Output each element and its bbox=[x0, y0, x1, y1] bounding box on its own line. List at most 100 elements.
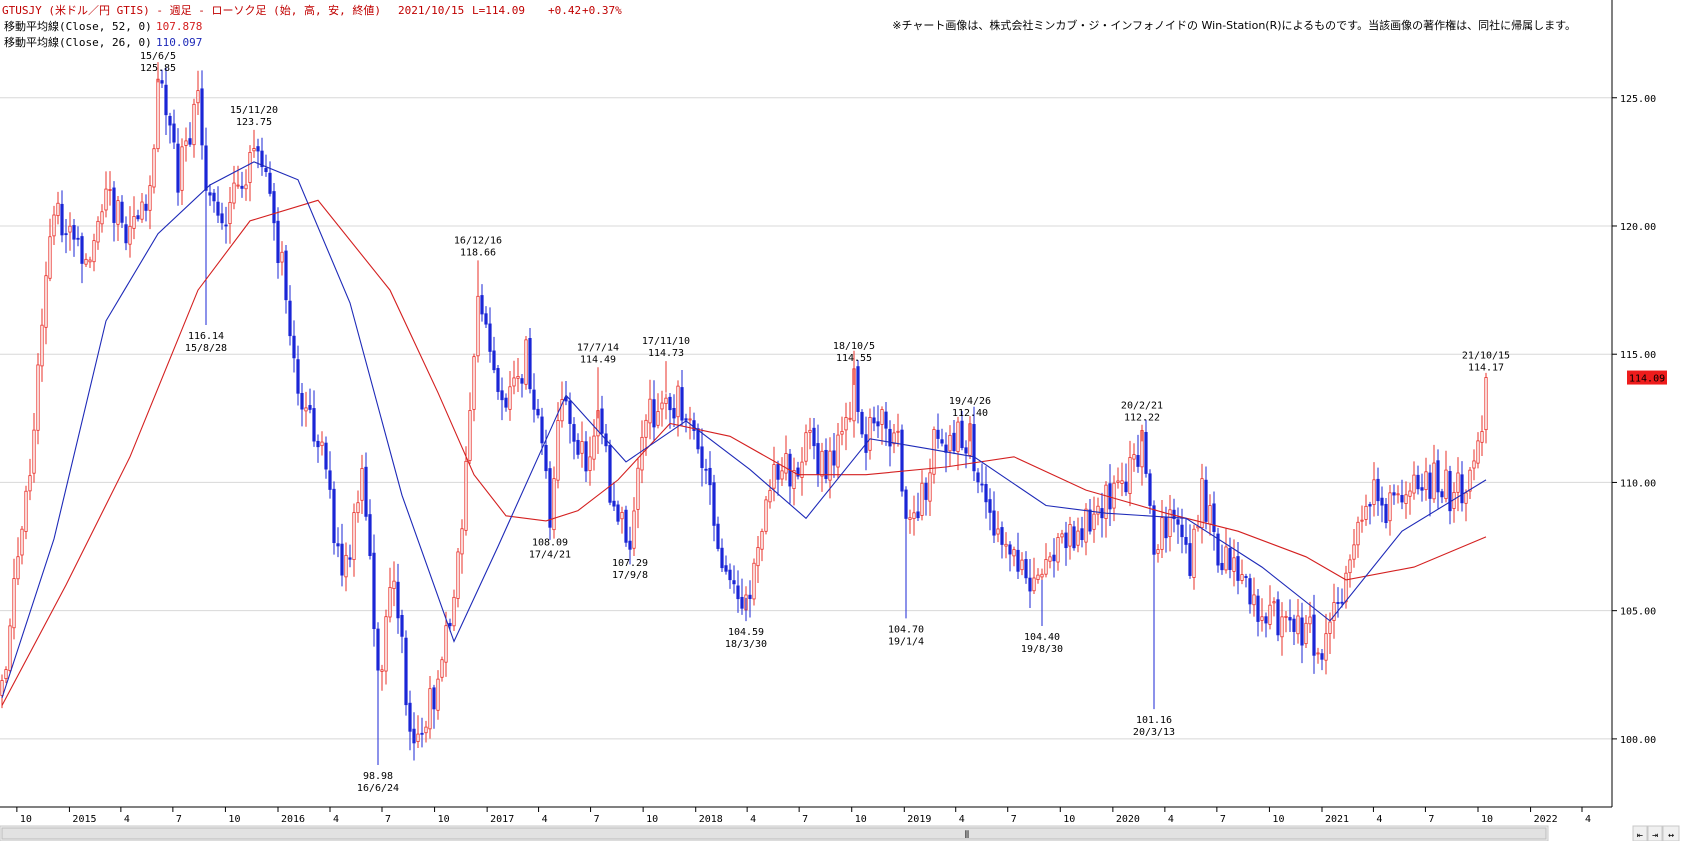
candle-body bbox=[12, 578, 16, 629]
candle-body bbox=[352, 512, 356, 560]
candle-body bbox=[356, 502, 360, 514]
candle-body bbox=[580, 441, 584, 454]
candle-body bbox=[776, 464, 780, 480]
header-last-price: L=114.09 bbox=[472, 4, 525, 17]
candle-body bbox=[1168, 509, 1172, 538]
x-tick-label: 4 bbox=[333, 814, 339, 825]
candle-body bbox=[460, 528, 464, 555]
candle-body bbox=[924, 482, 928, 500]
candle-body bbox=[1008, 544, 1012, 555]
candle-body bbox=[468, 410, 472, 461]
x-tick-label: 7 bbox=[176, 814, 182, 825]
scrollbar-grip[interactable]: ⦀ bbox=[965, 830, 969, 841]
candle-body bbox=[1448, 471, 1452, 512]
candle-body bbox=[200, 88, 204, 146]
nav-left-button[interactable] bbox=[1632, 825, 1648, 841]
candle-body bbox=[836, 434, 840, 468]
x-tick-label: 2020 bbox=[1116, 814, 1140, 825]
x-axis-ticks: 10 2015 4 7 10 2016 4 7 10 2017 4 7 10 2018 4 7 10 2019 4 7… bbox=[16, 807, 1591, 825]
candle-body bbox=[648, 398, 652, 424]
candle-body bbox=[84, 258, 88, 265]
candle-body bbox=[676, 385, 680, 418]
candle-body bbox=[532, 389, 536, 410]
candle-body bbox=[952, 432, 956, 452]
annotation-line1: 16/12/16 bbox=[454, 235, 502, 246]
x-tick-label: 2021 bbox=[1325, 814, 1349, 825]
candle-body bbox=[24, 490, 28, 532]
candle-body bbox=[64, 233, 68, 236]
candle-body bbox=[1404, 494, 1408, 504]
candle-body bbox=[436, 678, 440, 711]
candle-body bbox=[1076, 530, 1080, 546]
scrollbar-thumb[interactable] bbox=[1, 827, 1547, 840]
candle-body bbox=[888, 428, 892, 447]
x-tick-label: 10 bbox=[855, 814, 867, 825]
candle-body bbox=[1228, 548, 1232, 570]
candle-body bbox=[416, 733, 420, 742]
candle-body bbox=[1116, 480, 1120, 483]
candle-body bbox=[680, 387, 684, 421]
nav-right-button[interactable] bbox=[1647, 825, 1663, 841]
last-price-tag: 114.09 bbox=[1627, 370, 1667, 385]
candle-body bbox=[636, 467, 640, 510]
annotation-line1: 107.29 bbox=[612, 558, 648, 569]
last-price-tag-text: 114.09 bbox=[1629, 374, 1665, 385]
candle-body bbox=[1304, 622, 1308, 645]
candle-body bbox=[0, 680, 4, 696]
candle-body bbox=[656, 411, 660, 426]
candle-body bbox=[128, 225, 132, 245]
candle-body bbox=[1380, 497, 1384, 506]
candle-body bbox=[992, 510, 996, 536]
candle-body bbox=[360, 468, 364, 501]
candle-body bbox=[900, 429, 904, 492]
candle-body bbox=[4, 669, 8, 679]
candle-body bbox=[772, 464, 776, 489]
candle-body bbox=[244, 184, 248, 190]
candle-body bbox=[1060, 533, 1064, 538]
annotation-line1: 104.59 bbox=[728, 627, 764, 638]
candle-body bbox=[348, 557, 352, 560]
candle-body bbox=[364, 466, 368, 517]
candle-body bbox=[188, 138, 192, 145]
candle-body bbox=[1068, 524, 1072, 547]
candle-body bbox=[980, 483, 984, 486]
navigation-buttons[interactable]: ⇤ ⇥ ↔ bbox=[1632, 825, 1680, 841]
annotation-line2: 114.55 bbox=[836, 353, 872, 364]
candle-body bbox=[400, 615, 404, 637]
candle-body bbox=[412, 728, 416, 744]
candle-body bbox=[936, 429, 940, 439]
candle-body bbox=[560, 399, 564, 422]
annotation-line2: 17/4/21 bbox=[529, 549, 571, 560]
candle-body bbox=[296, 359, 300, 394]
candle-body bbox=[1276, 599, 1280, 636]
candle-body bbox=[756, 547, 760, 567]
candle-body bbox=[1360, 519, 1364, 522]
horizontal-scrollbar[interactable]: ⦀ bbox=[0, 825, 1549, 841]
candle-body bbox=[152, 148, 156, 188]
header-change-pct: +0.37% bbox=[582, 4, 622, 17]
candle-body bbox=[1180, 524, 1184, 538]
candle-body bbox=[540, 416, 544, 444]
candle-body bbox=[236, 184, 240, 187]
candle-body bbox=[424, 726, 428, 734]
candle-body bbox=[916, 511, 920, 519]
candle-body bbox=[1424, 471, 1428, 491]
candle-body bbox=[1048, 556, 1052, 562]
candle-body bbox=[268, 172, 272, 194]
candle-body bbox=[108, 189, 112, 191]
x-tick-label: 7 bbox=[1428, 814, 1434, 825]
candle-body bbox=[328, 470, 332, 490]
candle-body bbox=[828, 450, 832, 481]
candle-body bbox=[380, 669, 384, 672]
zoom-button[interactable] bbox=[1662, 825, 1680, 841]
candle-body bbox=[704, 468, 708, 471]
candle-body bbox=[988, 499, 992, 513]
annotation-line2: 112.40 bbox=[952, 408, 988, 419]
candle-body bbox=[1188, 543, 1192, 576]
candle-body bbox=[672, 407, 676, 419]
annotation-line2: 19/1/4 bbox=[888, 636, 924, 647]
candle-body bbox=[1312, 614, 1316, 656]
candle-body bbox=[284, 250, 288, 301]
candle-body bbox=[136, 215, 140, 220]
annotation-line2: 114.49 bbox=[580, 354, 616, 365]
